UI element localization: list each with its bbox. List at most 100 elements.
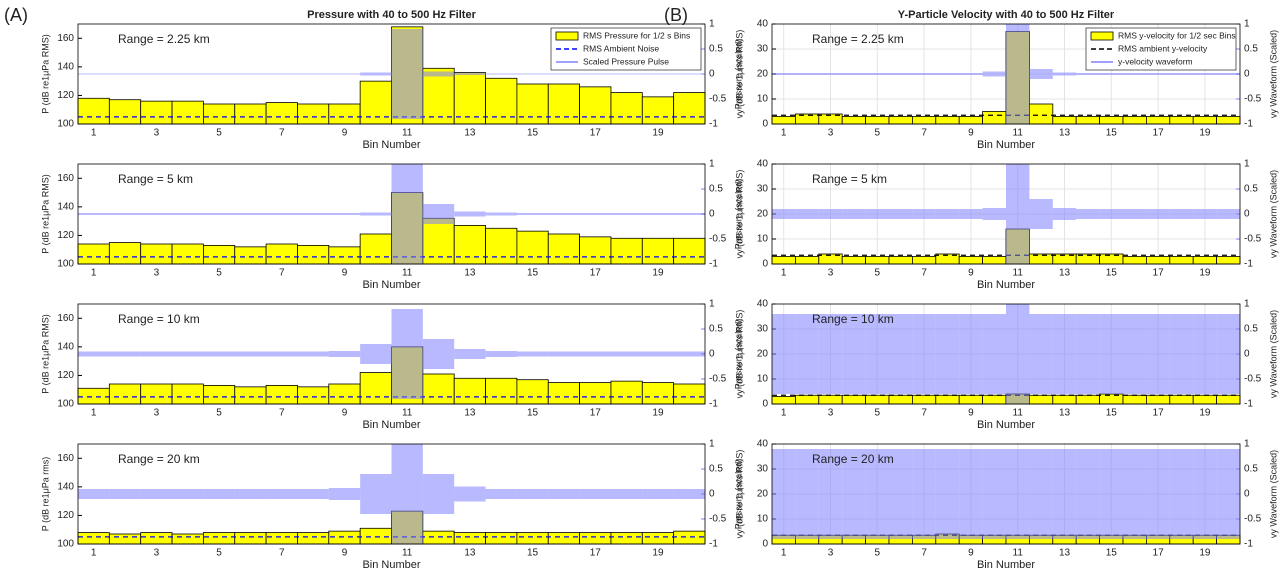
waveform-envelope xyxy=(360,72,392,76)
bar xyxy=(841,116,867,125)
waveform-envelope xyxy=(1123,73,1147,75)
x-tick-label: 19 xyxy=(1199,408,1211,419)
y2-tick-label: 1 xyxy=(1244,299,1250,310)
waveform-envelope xyxy=(422,339,455,369)
x-tick-label: 13 xyxy=(464,408,476,419)
y-tick-label: 0 xyxy=(762,399,768,410)
waveform-envelope xyxy=(842,314,866,394)
waveform-envelope xyxy=(818,73,843,75)
bar xyxy=(453,225,486,265)
plot-frame xyxy=(771,443,1241,545)
x-tick-label: 17 xyxy=(1153,128,1165,139)
bar xyxy=(485,377,518,405)
bar xyxy=(234,532,267,545)
waveform-envelope xyxy=(935,449,960,539)
waveform-envelope xyxy=(842,73,866,75)
bar xyxy=(234,386,267,405)
y2-axis-label: vy Waveform (Scaled) xyxy=(1268,310,1278,398)
y-axis-label: P (dB re1μPa RMS) xyxy=(40,34,50,114)
waveform-envelope xyxy=(795,73,819,75)
waveform-envelope xyxy=(485,351,517,357)
chart-title: Pressure with 40 to 500 Hz Filter xyxy=(307,9,476,21)
x-tick-label: 17 xyxy=(590,268,602,279)
bar xyxy=(610,237,643,265)
y2-tick-label: -0.5 xyxy=(709,374,727,385)
waveform-envelope xyxy=(1123,449,1147,539)
bar xyxy=(888,116,913,125)
waveform-envelope xyxy=(772,314,796,394)
bar xyxy=(328,530,361,545)
bar xyxy=(202,245,236,265)
bar xyxy=(516,83,549,125)
y2-tick-label: 0 xyxy=(709,69,715,80)
waveform-envelope xyxy=(642,489,674,499)
x-tick-label: 15 xyxy=(1106,548,1118,559)
waveform-envelope xyxy=(1216,449,1240,539)
y2-tick-label: 0.5 xyxy=(1244,184,1258,195)
waveform-envelope xyxy=(818,314,843,394)
plot-frame xyxy=(77,303,706,405)
bar xyxy=(673,92,706,125)
waveform-envelope xyxy=(795,449,819,539)
x-tick-label: 9 xyxy=(968,128,974,139)
bar xyxy=(641,382,675,405)
x-tick-label: 11 xyxy=(402,408,413,419)
waveform-envelope xyxy=(610,213,643,215)
waveform-envelope xyxy=(454,349,486,359)
bar xyxy=(865,394,890,405)
bar xyxy=(1169,394,1194,405)
bar xyxy=(108,242,142,265)
y2-axis-label: vy Waveform (Scaled) xyxy=(1268,450,1278,538)
waveform-envelope xyxy=(328,213,361,215)
y2-tick-label: -1 xyxy=(709,539,718,550)
waveform-envelope xyxy=(1052,72,1077,76)
waveform-envelope xyxy=(865,314,889,394)
x-tick-label: 19 xyxy=(652,268,664,279)
waveform-envelope xyxy=(1029,199,1053,229)
bar xyxy=(171,243,204,265)
x-tick-label: 5 xyxy=(875,548,881,559)
y2-tick-label: 0.5 xyxy=(709,324,723,335)
waveform-envelope xyxy=(422,71,455,77)
x-tick-label: 13 xyxy=(464,548,476,559)
x-tick-label: 7 xyxy=(921,268,927,279)
waveform-envelope xyxy=(935,73,960,75)
waveform-envelope xyxy=(422,474,455,514)
legend-label: RMS y-velocity for 1/2 sec Bins xyxy=(1118,30,1236,40)
bar xyxy=(422,67,455,125)
bar xyxy=(328,103,361,125)
waveform-envelope xyxy=(673,213,705,215)
waveform-envelope xyxy=(78,351,110,357)
waveform-envelope xyxy=(610,73,643,75)
waveform-envelope xyxy=(548,351,580,357)
annotation: Range = 2.25 km xyxy=(812,32,904,46)
annotation: Range = 5 km xyxy=(118,172,193,186)
bar xyxy=(140,532,173,545)
bar xyxy=(516,532,549,545)
waveform-envelope xyxy=(1052,314,1077,394)
waveform-envelope xyxy=(1029,449,1053,539)
waveform-envelope xyxy=(912,314,936,394)
bar xyxy=(1099,253,1124,265)
waveform-envelope xyxy=(642,73,674,75)
waveform-envelope xyxy=(1076,73,1100,75)
y2-tick-label: 0 xyxy=(1244,349,1250,360)
waveform-envelope xyxy=(360,212,392,216)
x-tick-label: 3 xyxy=(828,408,834,419)
x-tick-label: 11 xyxy=(1013,128,1024,139)
bar xyxy=(610,92,643,125)
waveform-envelope xyxy=(982,449,1006,539)
y-tick-label: 120 xyxy=(57,510,74,521)
x-tick-label: 15 xyxy=(527,268,539,279)
waveform-envelope xyxy=(1169,449,1194,539)
legend-label: y-velocity waveform xyxy=(1118,56,1193,66)
x-tick-label: 11 xyxy=(1013,548,1024,559)
y2-tick-label: -0.5 xyxy=(1244,234,1262,245)
waveform-envelope xyxy=(818,209,843,219)
waveform-envelope xyxy=(935,314,960,394)
bar xyxy=(453,72,486,125)
panel-label: (A) xyxy=(4,5,28,25)
x-tick-label: 13 xyxy=(1059,408,1071,419)
bar xyxy=(579,86,612,125)
waveform-envelope xyxy=(234,351,267,357)
